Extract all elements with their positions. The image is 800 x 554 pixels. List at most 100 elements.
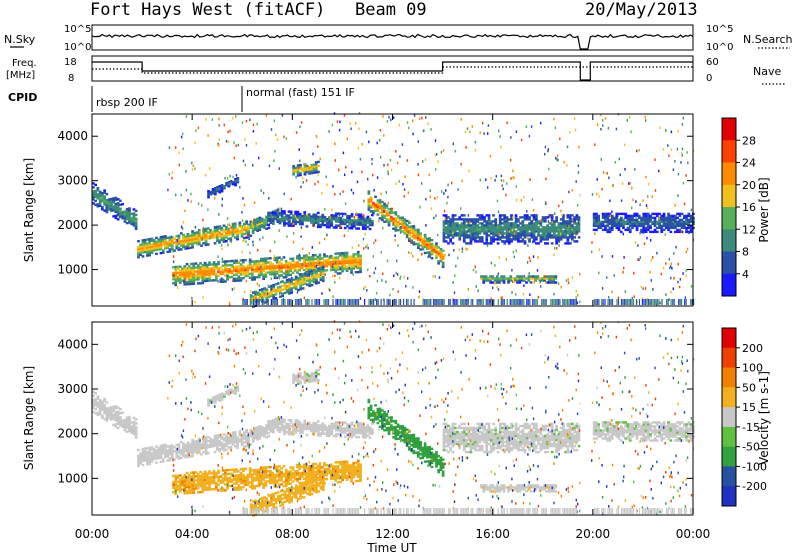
velocity-cell xyxy=(181,480,184,483)
power-cell xyxy=(430,245,434,248)
power-cell xyxy=(653,230,657,234)
power-speckle xyxy=(617,296,620,300)
power-cell xyxy=(628,230,632,234)
power-cell xyxy=(257,269,261,273)
power-cell xyxy=(321,217,325,221)
power-speckle xyxy=(530,234,533,237)
power-speckle xyxy=(349,224,351,228)
velocity-cell xyxy=(103,407,106,411)
power-cell xyxy=(604,224,607,228)
power-cell xyxy=(182,235,185,239)
power-cell xyxy=(495,275,499,278)
power-cell xyxy=(256,291,260,295)
power-cell xyxy=(278,222,282,225)
power-cell xyxy=(523,277,526,280)
power-cell xyxy=(296,255,299,258)
power-cell xyxy=(262,261,265,264)
power-cell xyxy=(439,249,443,253)
power-cell xyxy=(256,221,259,224)
power-cell xyxy=(619,220,623,224)
power-cell xyxy=(381,214,384,218)
power-cell xyxy=(139,253,142,256)
power-cell xyxy=(453,230,457,233)
velocity-cell xyxy=(152,453,156,457)
power-cell xyxy=(155,248,158,252)
power-ground-strip xyxy=(550,299,552,305)
power-cell xyxy=(366,217,370,221)
velocity-cell xyxy=(192,471,196,474)
power-cell xyxy=(390,207,393,211)
power-cell xyxy=(487,228,491,231)
power-cell xyxy=(320,263,324,266)
power-ground-strip xyxy=(529,299,531,305)
power-speckle xyxy=(252,240,254,244)
power-speckle xyxy=(299,159,301,163)
velocity-cell xyxy=(242,473,245,477)
power-ground-strip xyxy=(323,299,325,305)
power-cell xyxy=(284,266,288,269)
power-speckle xyxy=(296,217,298,221)
power-speckle xyxy=(530,220,532,223)
power-cell xyxy=(359,217,363,220)
power-speckle xyxy=(348,266,351,270)
power-ground-strip xyxy=(347,299,349,305)
power-cell xyxy=(555,218,558,221)
power-cell xyxy=(394,221,398,224)
velocity-cell xyxy=(212,471,216,475)
power-cell xyxy=(215,263,218,266)
power-cell xyxy=(297,280,300,284)
power-ground-strip xyxy=(635,299,638,305)
power-cell xyxy=(426,243,429,246)
velocity-cell xyxy=(110,414,113,417)
power-cell xyxy=(192,280,196,283)
power-cell xyxy=(378,217,382,220)
power-cell xyxy=(359,223,363,226)
power-cell xyxy=(107,208,111,211)
power-ground-strip xyxy=(593,299,595,305)
power-speckle xyxy=(508,227,510,231)
power-cell xyxy=(216,229,219,233)
velocity-cell xyxy=(192,489,196,492)
power-cell xyxy=(200,236,203,239)
power-speckle xyxy=(290,197,292,201)
power-speckle xyxy=(412,119,414,123)
power-speckle xyxy=(598,271,600,275)
power-ground-strip xyxy=(670,299,672,305)
power-cell xyxy=(510,226,513,229)
power-cell xyxy=(478,230,482,233)
velocity-cell xyxy=(224,477,227,480)
power-cell xyxy=(390,209,393,213)
power-cell xyxy=(644,212,648,216)
velocity-cell xyxy=(178,484,182,487)
velocity-cell xyxy=(257,470,261,474)
power-speckle xyxy=(656,303,658,306)
power-cell xyxy=(254,220,257,223)
power-ground-strip xyxy=(350,299,352,305)
power-speckle xyxy=(554,212,556,215)
power-speckle xyxy=(178,151,180,154)
power-cell xyxy=(177,240,181,243)
power-cell xyxy=(285,216,288,219)
velocity-cell xyxy=(146,457,149,460)
power-cell xyxy=(139,251,142,254)
velocity-cell xyxy=(183,492,187,495)
power-speckle xyxy=(682,116,684,120)
velocity-cell xyxy=(96,411,100,414)
power-cell xyxy=(339,220,343,223)
power-cell xyxy=(287,267,290,271)
power-cell xyxy=(196,264,200,267)
power-cell xyxy=(669,218,673,222)
power-cell xyxy=(460,228,464,231)
power-cell xyxy=(357,221,361,224)
power-speckle xyxy=(596,123,599,126)
velocity-cell xyxy=(203,486,207,489)
power-cell xyxy=(161,241,165,244)
velocity-cell xyxy=(98,403,102,406)
velocity-cell xyxy=(161,444,165,447)
velocity-cell xyxy=(152,457,156,461)
power-cell xyxy=(462,232,466,235)
power-cell xyxy=(592,224,596,228)
power-speckle xyxy=(544,145,547,149)
power-cell xyxy=(284,272,288,275)
